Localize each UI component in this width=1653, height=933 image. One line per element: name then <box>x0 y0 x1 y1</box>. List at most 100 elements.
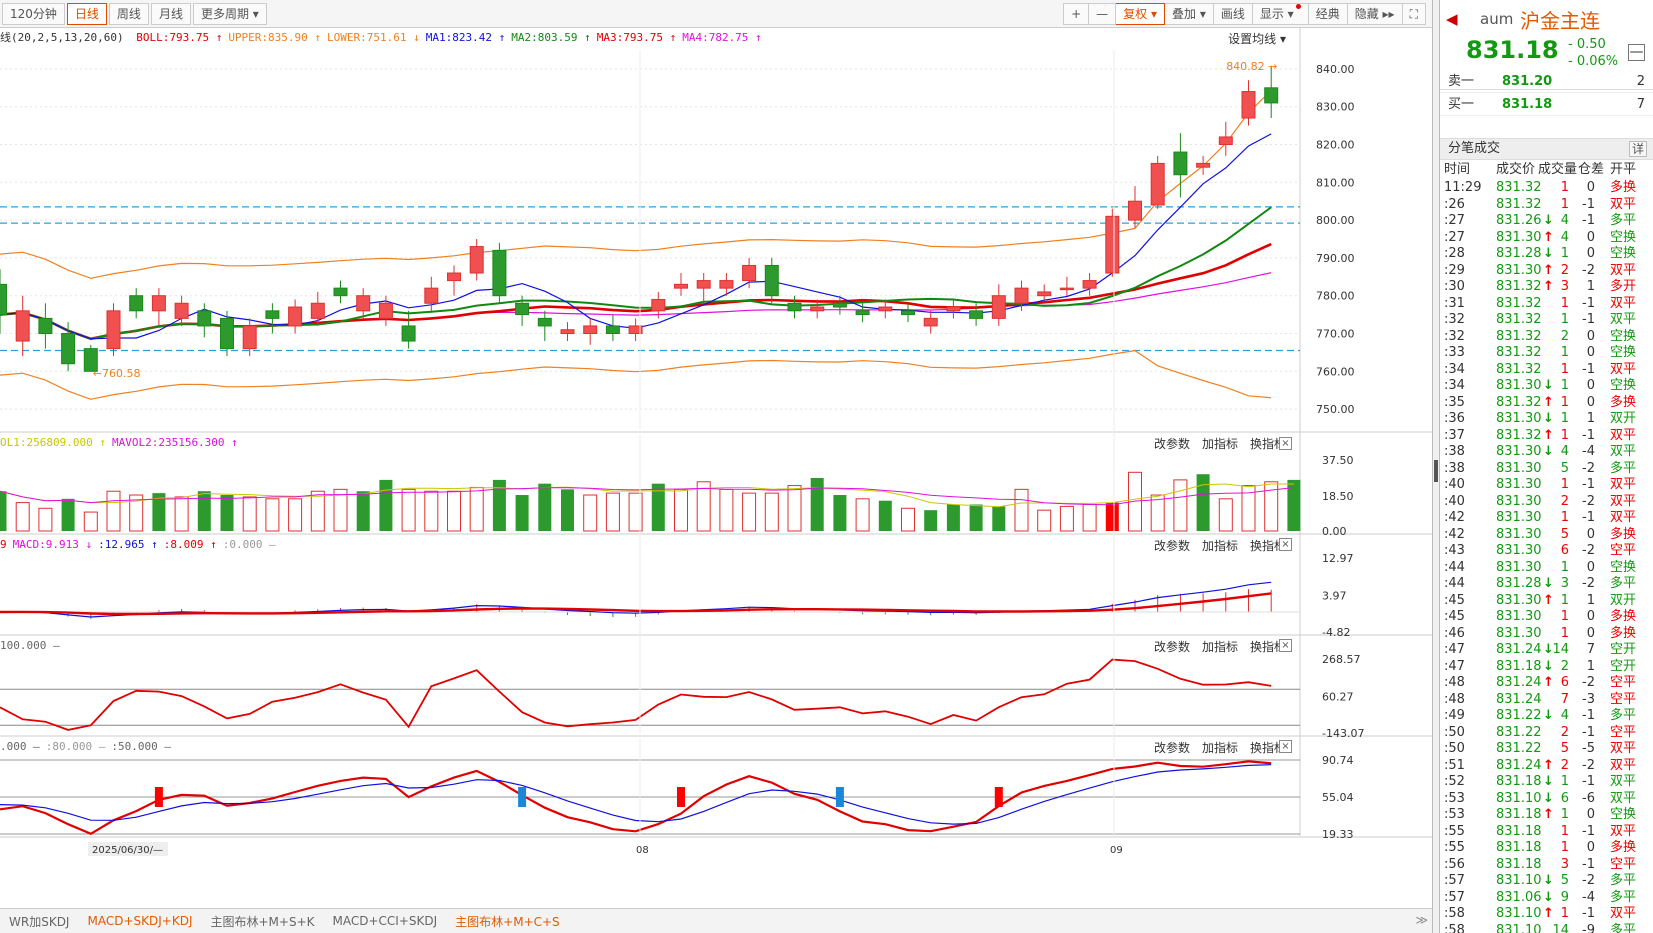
tab-macd-cci-skdj[interactable]: MACD+CCI+SKDJ <box>332 914 438 928</box>
candle-body <box>310 302 325 319</box>
volume-bar <box>1059 505 1074 532</box>
candle-body <box>15 310 30 342</box>
candle-body <box>560 329 575 335</box>
price-axis-label: 760.00 <box>1316 365 1355 378</box>
tick-row: :28 831.28 ↓ 1 0 空换 <box>1440 246 1653 263</box>
classic-button[interactable]: 经典 <box>1308 3 1348 25</box>
tick-oi-change: 0 <box>1586 559 1595 575</box>
candle-body <box>651 298 666 312</box>
tick-row: :30 831.32 ↑ 3 1 多开 <box>1440 279 1653 296</box>
tick-type: 双平 <box>1610 823 1637 839</box>
period-120min[interactable]: 120分钟 <box>2 2 65 25</box>
tick-price: 831.30 <box>1496 609 1542 624</box>
tick-time: :44 <box>1444 576 1465 591</box>
add-indicator-button[interactable]: 加指标 <box>1201 741 1238 755</box>
tick-type: 双平 <box>1610 444 1637 459</box>
cci-axis-label: 60.27 <box>1322 690 1354 703</box>
tick-volume: 1 <box>1560 807 1569 822</box>
volume-bar <box>83 511 98 532</box>
macd-indicator-values: 9 MACD:9.913 ↓:12.965 ↑:8.009 ↑:0.000 — <box>0 536 282 554</box>
tick-volume: 2 <box>1560 724 1569 740</box>
period-monthly[interactable]: 月线 <box>150 2 191 25</box>
volume-bar <box>174 496 189 532</box>
switch-indicator-button[interactable]: 换指标 <box>1249 640 1286 654</box>
tick-time: :57 <box>1444 873 1465 888</box>
close-cci-panel-icon[interactable]: × <box>1279 639 1292 652</box>
tick-direction: ↓ <box>1543 246 1554 261</box>
tick-row: :47 831.24 ↓ 14 7 空开 <box>1440 642 1653 659</box>
fullscreen-icon[interactable]: ⛶ <box>1402 3 1426 25</box>
candle-body <box>1150 162 1165 206</box>
tab-boll-m-s-k[interactable]: 主图布林+M+S+K <box>210 914 315 929</box>
volume-bar <box>152 493 166 531</box>
edit-params-button[interactable]: 改参数 <box>1153 741 1190 755</box>
tick-type: 双平 <box>1610 427 1637 443</box>
close-kdj-panel-icon[interactable]: × <box>1279 740 1292 753</box>
tick-row: :55 831.18 1 -1 双平 <box>1440 824 1653 841</box>
hide-panel-button[interactable]: 隐藏 ▸▸ <box>1347 3 1403 25</box>
splitter-grip-icon[interactable] <box>1434 460 1438 482</box>
switch-indicator-button[interactable]: 换指标 <box>1249 437 1286 451</box>
cci-indicator-values: 100.000 — <box>0 637 66 655</box>
candle-body <box>129 295 144 312</box>
collapse-icon[interactable]: — <box>1628 44 1645 61</box>
kdj-axis-label: 90.74 <box>1322 754 1354 767</box>
scroll-right-icon[interactable]: ≫ <box>1415 913 1428 927</box>
period-weekly[interactable]: 周线 <box>108 2 149 25</box>
tick-oi-change: -2 <box>1582 873 1595 888</box>
tab-boll-m-c-s[interactable]: 主图布林+M+C+S <box>455 914 560 929</box>
ticks-header: 分笔成交 详 <box>1440 138 1653 160</box>
chart-canvas[interactable]: 840.00 830.00 820.00 810.00 800.00 790.00 780.… <box>0 28 1432 908</box>
add-indicator-button[interactable]: 加指标 <box>1201 437 1238 451</box>
macd-axis-label: 12.97 <box>1322 552 1354 565</box>
edit-params-button[interactable]: 改参数 <box>1153 437 1190 451</box>
close-volume-panel-icon[interactable]: × <box>1279 437 1292 450</box>
price-axis-label: 770.00 <box>1316 328 1355 341</box>
tick-oi-change: 0 <box>1586 180 1595 195</box>
display-dropdown[interactable]: 显示 ▾ <box>1252 3 1309 25</box>
tick-price: 831.18 <box>1496 856 1542 872</box>
tick-time: :34 <box>1444 378 1465 393</box>
zoom-in-button[interactable]: + <box>1063 3 1090 25</box>
add-indicator-button[interactable]: 加指标 <box>1201 539 1238 553</box>
panel-splitter[interactable] <box>1432 0 1440 933</box>
set-ma-dropdown[interactable]: 设置均线 ▾ <box>1228 32 1286 46</box>
adjust-dropdown[interactable]: 复权 ▾ <box>1116 3 1165 25</box>
close-macd-panel-icon[interactable]: × <box>1279 538 1292 551</box>
tick-time: :40 <box>1444 477 1465 492</box>
overlay-dropdown[interactable]: 叠加 ▾ <box>1165 3 1214 25</box>
edit-params-button[interactable]: 改参数 <box>1153 640 1190 654</box>
ticks-detail-button[interactable]: 详 <box>1628 141 1647 157</box>
switch-indicator-button[interactable]: 换指标 <box>1249 741 1286 755</box>
more-periods-dropdown[interactable]: 更多周期 ▾ <box>192 2 267 25</box>
tick-direction: ↓ <box>1543 576 1554 591</box>
tick-oi-change: -4 <box>1582 889 1595 905</box>
tick-volume: 1 <box>1560 840 1569 855</box>
price-axis-label: 800.00 <box>1316 214 1355 227</box>
tick-row: :40 831.30 1 -1 双平 <box>1440 477 1653 494</box>
tick-volume: 2 <box>1560 328 1569 344</box>
back-arrow-icon[interactable]: ◀ <box>1446 10 1458 28</box>
tick-row: :48 831.24 ↑ 6 -2 空平 <box>1440 675 1653 692</box>
tick-type: 多换 <box>1610 180 1637 195</box>
tick-type: 空换 <box>1610 559 1637 575</box>
period-daily[interactable]: 日线 <box>66 2 107 25</box>
tick-price: 831.32 <box>1496 180 1542 195</box>
main-indicator-value: MA1:823.42 ↑ <box>425 31 506 44</box>
edit-params-button[interactable]: 改参数 <box>1153 539 1190 553</box>
switch-indicator-button[interactable]: 换指标 <box>1249 539 1286 553</box>
add-indicator-button[interactable]: 加指标 <box>1201 640 1238 654</box>
draw-line-button[interactable]: 画线 <box>1213 3 1253 25</box>
volume-bar <box>356 491 370 531</box>
kdj-panel-buttons: 改参数 加指标 换指标 <box>1142 739 1286 756</box>
tab-macd-skdj-kdj[interactable]: MACD+SKDJ+KDJ <box>87 914 193 928</box>
tick-price: 831.32 <box>1496 312 1542 327</box>
tick-price: 831.10 <box>1496 873 1542 888</box>
ticks-list[interactable]: 11:29 831.32 1 0 多换:26 831.32 1 -1 双平:27 831.26 ↓ 4… <box>1440 180 1653 933</box>
zoom-out-button[interactable]: — <box>1089 3 1117 25</box>
tick-row: :37 831.32 ↑ 1 -1 双平 <box>1440 428 1653 445</box>
vol-indicator-value: OL1:256809.000 ↑ <box>0 436 106 449</box>
tab-wr-skdj[interactable]: WR加SKDJ <box>9 914 70 929</box>
chart-area[interactable]: 840.00 830.00 820.00 810.00 800.00 790.00 780.… <box>0 28 1432 908</box>
